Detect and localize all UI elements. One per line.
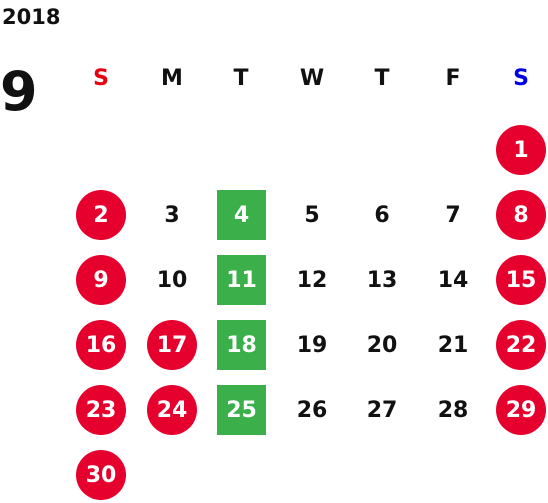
weekday-label: W	[299, 66, 325, 91]
calendar-day-5[interactable]: 5	[304, 202, 320, 228]
weekday-label: S	[513, 66, 529, 91]
calendar-day-12[interactable]: 12	[296, 267, 328, 293]
calendar-day-22[interactable]: 22	[496, 320, 546, 370]
calendar-day-30[interactable]: 30	[76, 450, 126, 500]
calendar-day-19[interactable]: 19	[296, 332, 328, 358]
weekday-label: F	[445, 66, 461, 91]
calendar-day-17[interactable]: 17	[147, 320, 197, 370]
calendar-day-15[interactable]: 15	[496, 255, 546, 305]
calendar-day-4[interactable]: 4	[217, 190, 266, 240]
calendar-day-21[interactable]: 21	[437, 332, 469, 358]
calendar-day-13[interactable]: 13	[366, 267, 398, 293]
calendar-day-29[interactable]: 29	[496, 385, 546, 435]
weekday-label: M	[161, 66, 183, 91]
weekday-label: S	[93, 66, 109, 91]
calendar-day-16[interactable]: 16	[76, 320, 126, 370]
calendar-day-18[interactable]: 18	[217, 320, 266, 370]
calendar-day-8[interactable]: 8	[496, 190, 546, 240]
calendar-day-28[interactable]: 28	[437, 397, 469, 423]
calendar-day-25[interactable]: 25	[217, 385, 266, 435]
calendar-day-6[interactable]: 6	[374, 202, 390, 228]
calendar-day-26[interactable]: 26	[296, 397, 328, 423]
calendar-day-14[interactable]: 14	[437, 267, 469, 293]
calendar-day-10[interactable]: 10	[156, 267, 188, 293]
calendar-day-9[interactable]: 9	[76, 255, 126, 305]
calendar-day-20[interactable]: 20	[366, 332, 398, 358]
calendar-day-24[interactable]: 24	[147, 385, 197, 435]
calendar-day-7[interactable]: 7	[445, 202, 461, 228]
year-label: 2018	[2, 5, 61, 29]
calendar-day-11[interactable]: 11	[217, 255, 266, 305]
month-number: 9	[0, 60, 38, 123]
calendar-day-2[interactable]: 2	[76, 190, 126, 240]
weekday-label: T	[374, 66, 390, 91]
calendar-day-1[interactable]: 1	[496, 125, 546, 175]
calendar-day-27[interactable]: 27	[366, 397, 398, 423]
calendar-day-3[interactable]: 3	[164, 202, 180, 228]
calendar-day-23[interactable]: 23	[76, 385, 126, 435]
weekday-label: T	[233, 66, 249, 91]
